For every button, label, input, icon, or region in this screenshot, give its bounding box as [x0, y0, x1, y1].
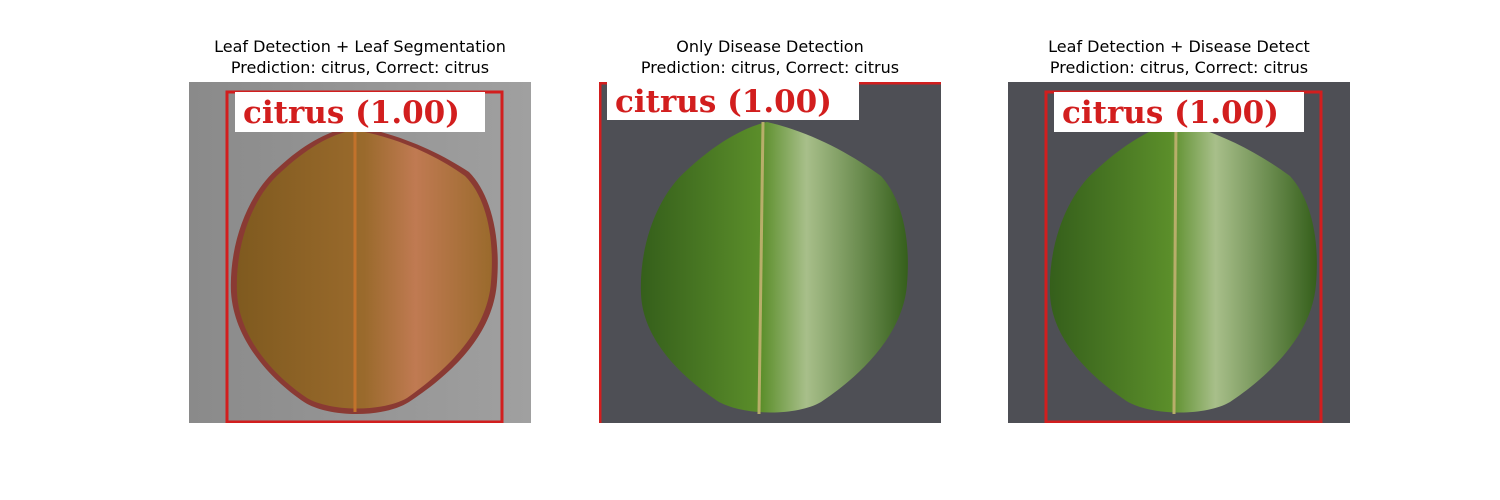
panel-title: Leaf Detection + Leaf Segmentation [214, 37, 506, 56]
panel-title: Only Disease Detection [676, 37, 864, 56]
panel-leaf-disease-detection: Leaf Detection + Disease Detect Predicti… [969, 0, 1389, 500]
leaf-image: citrus (1.00) [189, 82, 531, 423]
panel-subtitle: Prediction: citrus, Correct: citrus [230, 58, 490, 77]
panel-subtitle: Prediction: citrus, Correct: citrus [1049, 58, 1309, 77]
leaf-image: citrus (1.00) [1008, 82, 1350, 423]
midrib [1172, 121, 1178, 415]
midrib [757, 121, 765, 415]
panel-leaf-segmentation: Leaf Detection + Leaf Segmentation Predi… [150, 0, 570, 500]
detection-label-bg [235, 92, 485, 132]
panel-title: Leaf Detection + Disease Detect [1048, 37, 1310, 56]
panel-disease-detection: Only Disease Detection Prediction: citru… [560, 0, 980, 500]
detection-label: citrus (1.00) [615, 84, 832, 120]
leaf [236, 130, 492, 409]
leaf [640, 122, 908, 413]
leaf [1049, 122, 1317, 413]
detection-label: citrus (1.00) [1062, 95, 1279, 131]
panel-subtitle: Prediction: citrus, Correct: citrus [640, 58, 900, 77]
leaf-image: citrus (1.00) [599, 82, 941, 423]
detection-label-bg [1054, 92, 1304, 132]
detection-label: citrus (1.00) [243, 95, 460, 131]
detection-label-bg [607, 82, 859, 120]
